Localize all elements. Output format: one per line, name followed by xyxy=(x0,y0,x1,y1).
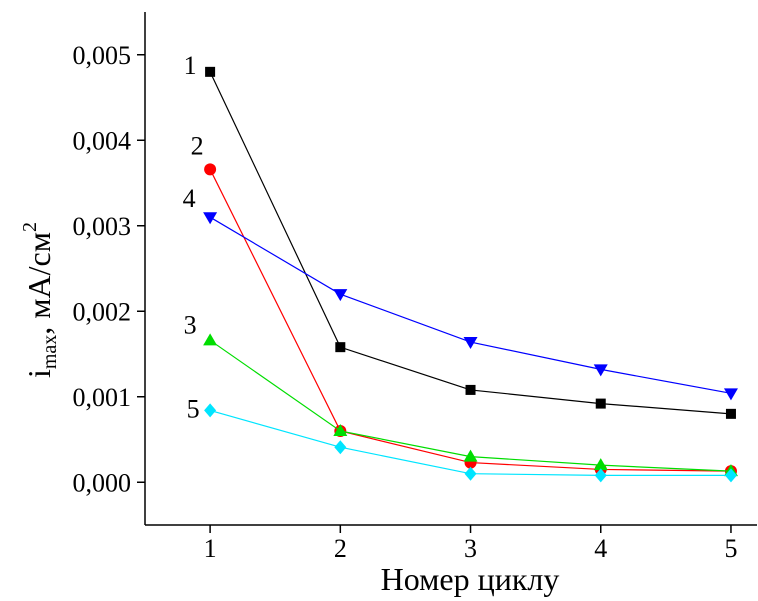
marker xyxy=(463,449,478,462)
y-label-main: i xyxy=(21,369,57,378)
marker xyxy=(464,466,477,481)
x-tick-label: 4 xyxy=(594,534,607,563)
marker xyxy=(725,408,736,419)
x-tick-label: 2 xyxy=(334,534,347,563)
series-label: 1 xyxy=(184,51,197,80)
y-tick-label: 0,001 xyxy=(73,383,132,412)
y-tick-label: 0,004 xyxy=(73,126,132,155)
series-label: 5 xyxy=(187,394,200,423)
series-line xyxy=(209,169,731,472)
marker xyxy=(205,66,216,77)
marker xyxy=(593,458,608,471)
series-label: 2 xyxy=(191,131,204,160)
series-line xyxy=(209,71,732,415)
y-tick-label: 0,005 xyxy=(73,41,132,70)
marker xyxy=(723,388,738,401)
marker xyxy=(724,468,737,483)
series-label: 3 xyxy=(184,310,197,339)
marker xyxy=(333,423,348,436)
marker xyxy=(594,468,607,483)
y-axis-label: imax, мА/см2 xyxy=(19,222,61,378)
marker xyxy=(595,398,606,409)
y-tick-label: 0,003 xyxy=(73,212,132,241)
y-label-sup: 2 xyxy=(19,222,41,232)
marker xyxy=(593,364,608,377)
marker xyxy=(335,342,346,353)
marker xyxy=(334,440,347,455)
y-tick-label: 0,000 xyxy=(73,468,132,497)
series-label: 4 xyxy=(183,184,196,213)
marker xyxy=(203,212,218,225)
x-tick-label: 5 xyxy=(724,534,737,563)
marker xyxy=(203,333,218,346)
y-label-sub: max xyxy=(39,335,61,369)
y-tick-label: 0,002 xyxy=(73,297,132,326)
y-label-rest: , мА/см xyxy=(21,232,57,335)
marker xyxy=(333,289,348,302)
x-tick-label: 3 xyxy=(464,534,477,563)
marker xyxy=(204,163,217,176)
x-tick-label: 1 xyxy=(204,534,217,563)
x-axis-label: Номер циклу xyxy=(381,561,560,597)
marker xyxy=(204,403,217,418)
marker xyxy=(463,337,478,350)
series-line xyxy=(209,216,732,394)
marker xyxy=(465,384,476,395)
